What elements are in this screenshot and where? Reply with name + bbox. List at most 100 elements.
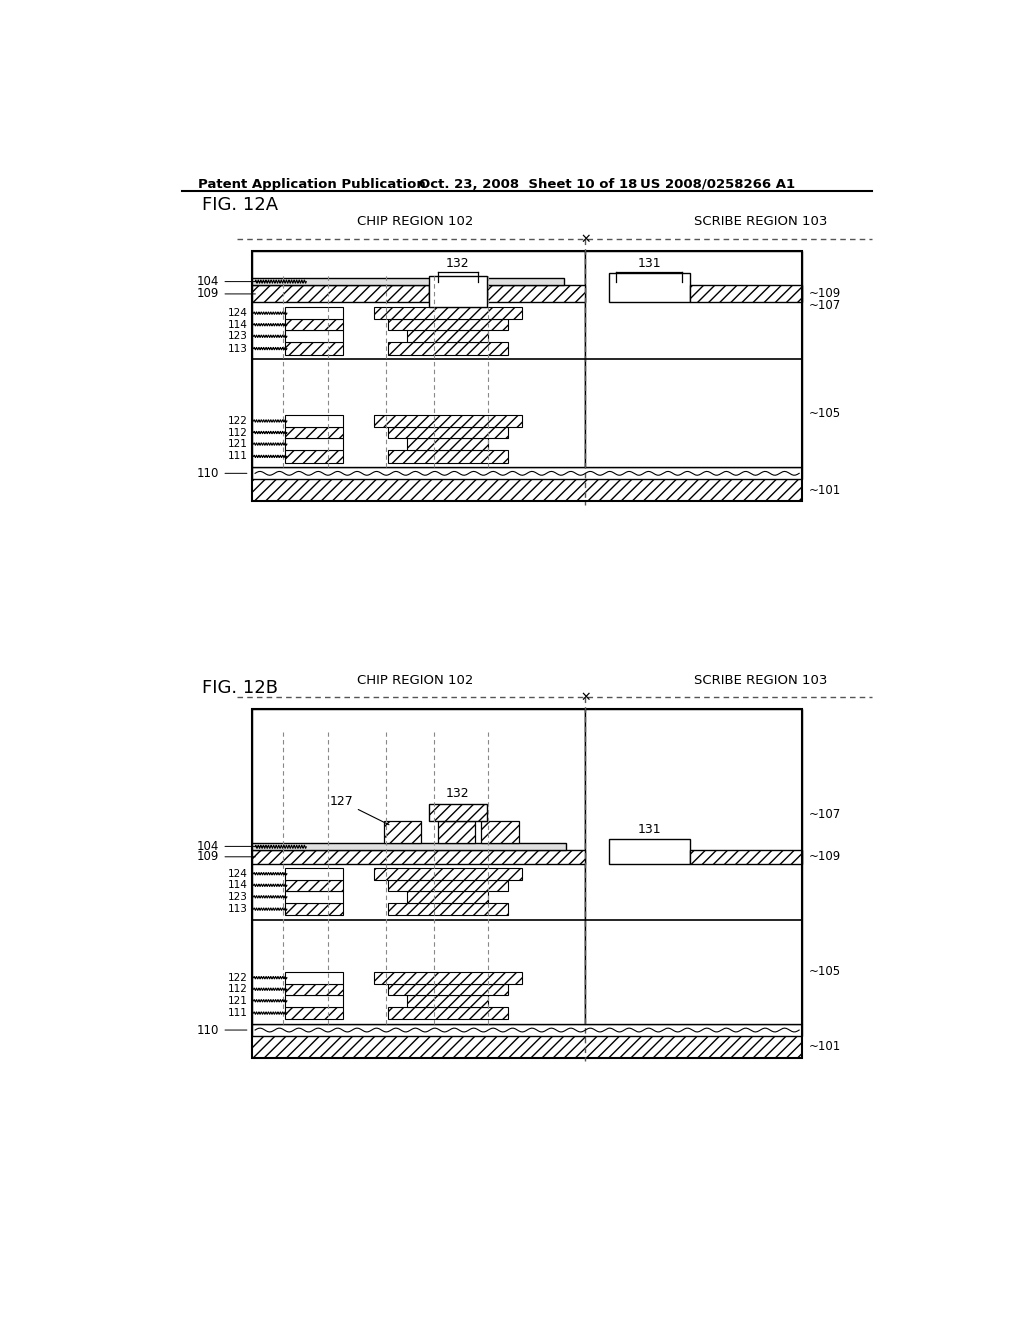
Text: 112: 112 <box>228 428 248 437</box>
Text: 112: 112 <box>228 985 248 994</box>
Text: 124: 124 <box>228 869 248 879</box>
Bar <box>438 821 475 843</box>
Bar <box>285 891 343 903</box>
Text: SCRIBE REGION 103: SCRIBE REGION 103 <box>693 673 827 686</box>
Text: 104: 104 <box>197 275 268 288</box>
Bar <box>407 330 488 342</box>
Bar <box>486 285 586 302</box>
Text: ~105: ~105 <box>809 407 841 420</box>
Bar <box>429 276 486 308</box>
Bar <box>285 308 343 319</box>
Bar <box>252 1036 802 1057</box>
Bar <box>252 843 566 850</box>
Text: 132: 132 <box>445 257 470 271</box>
Bar <box>388 450 508 462</box>
Text: 104: 104 <box>197 840 268 853</box>
Bar <box>252 709 802 1057</box>
Bar <box>407 995 488 1007</box>
Text: 109: 109 <box>197 850 255 863</box>
Text: 109: 109 <box>197 288 255 301</box>
Bar <box>285 903 343 915</box>
Text: 127: 127 <box>330 795 389 825</box>
Bar <box>285 972 343 983</box>
Text: 113: 113 <box>228 343 248 354</box>
Bar <box>285 438 343 450</box>
Text: ~107: ~107 <box>809 298 841 312</box>
Text: 124: 124 <box>228 308 248 318</box>
Bar <box>384 821 421 843</box>
Bar <box>285 342 343 355</box>
Bar <box>285 983 343 995</box>
Text: Patent Application Publication: Patent Application Publication <box>198 178 426 190</box>
Text: 121: 121 <box>228 440 248 449</box>
Bar <box>407 438 488 450</box>
Text: ~109: ~109 <box>809 850 841 863</box>
Text: ✕: ✕ <box>580 690 591 704</box>
Text: FIG. 12B: FIG. 12B <box>202 680 278 697</box>
Bar <box>690 285 802 302</box>
Text: 114: 114 <box>228 319 248 330</box>
Text: 110: 110 <box>197 1023 247 1036</box>
Text: 114: 114 <box>228 880 248 890</box>
Text: FIG. 12A: FIG. 12A <box>202 195 278 214</box>
Text: 110: 110 <box>197 467 247 480</box>
Text: 122: 122 <box>228 973 248 982</box>
Text: SCRIBE REGION 103: SCRIBE REGION 103 <box>693 215 827 228</box>
Bar <box>285 880 343 891</box>
Text: ~109: ~109 <box>809 288 841 301</box>
Bar <box>252 479 802 502</box>
Bar <box>608 273 690 302</box>
Text: ~105: ~105 <box>809 965 841 978</box>
Bar <box>586 709 802 1024</box>
Bar <box>388 428 508 438</box>
Text: ~101: ~101 <box>809 1040 841 1053</box>
Bar <box>252 1024 802 1036</box>
Text: 121: 121 <box>228 995 248 1006</box>
Bar <box>252 850 586 863</box>
Bar <box>480 821 519 843</box>
Text: 132: 132 <box>445 787 470 800</box>
Bar <box>608 840 690 863</box>
Bar <box>388 880 508 891</box>
Bar <box>388 1007 508 1019</box>
Bar <box>690 850 802 863</box>
Bar <box>388 319 508 330</box>
Bar <box>252 285 429 302</box>
Text: 123: 123 <box>228 331 248 342</box>
Bar <box>285 1007 343 1019</box>
Bar <box>252 277 563 285</box>
Bar <box>374 414 521 428</box>
Bar <box>586 251 802 467</box>
Bar <box>285 319 343 330</box>
Text: US 2008/0258266 A1: US 2008/0258266 A1 <box>640 178 795 190</box>
Bar <box>429 804 486 821</box>
Bar <box>285 414 343 428</box>
Text: 122: 122 <box>228 416 248 426</box>
Bar <box>374 867 521 880</box>
Bar <box>374 972 521 983</box>
Bar <box>374 308 521 319</box>
Bar <box>252 709 586 1024</box>
Bar <box>388 983 508 995</box>
Text: 113: 113 <box>228 904 248 915</box>
Bar <box>285 867 343 880</box>
Text: 123: 123 <box>228 892 248 902</box>
Text: CHIP REGION 102: CHIP REGION 102 <box>356 673 473 686</box>
Bar <box>252 251 802 502</box>
Bar <box>407 891 488 903</box>
Text: Oct. 23, 2008  Sheet 10 of 18: Oct. 23, 2008 Sheet 10 of 18 <box>419 178 637 190</box>
Text: 131: 131 <box>637 822 662 836</box>
Text: ~101: ~101 <box>809 483 841 496</box>
Bar <box>285 995 343 1007</box>
Bar <box>285 428 343 438</box>
Text: CHIP REGION 102: CHIP REGION 102 <box>356 215 473 228</box>
Text: 131: 131 <box>637 257 662 271</box>
Bar <box>388 903 508 915</box>
Bar <box>285 330 343 342</box>
Text: 111: 111 <box>228 1008 248 1018</box>
Text: ✕: ✕ <box>580 232 591 246</box>
Bar <box>252 467 802 479</box>
Bar <box>252 251 586 467</box>
Bar <box>388 342 508 355</box>
Text: ~107: ~107 <box>809 808 841 821</box>
